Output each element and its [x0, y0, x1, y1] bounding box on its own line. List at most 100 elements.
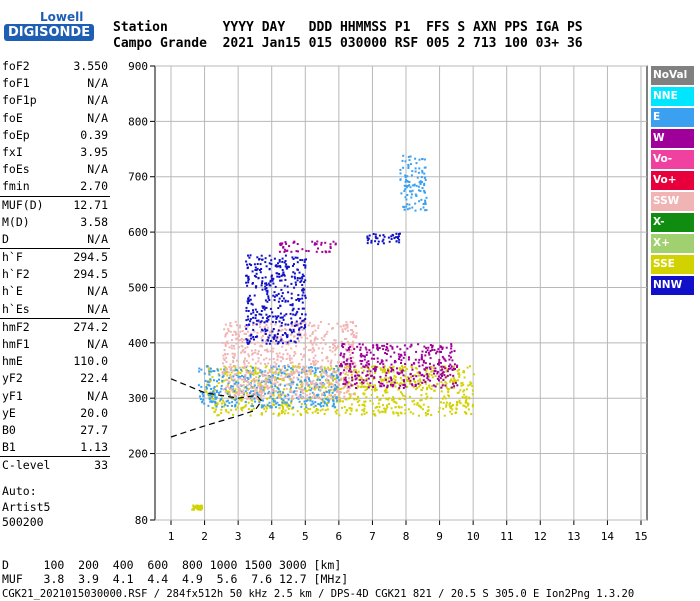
echo-point: [290, 377, 293, 380]
echo-point: [388, 366, 391, 368]
echo-point: [399, 348, 402, 351]
echo-point: [272, 400, 275, 402]
echo-point: [406, 203, 409, 206]
echo-point: [346, 325, 349, 328]
echo-point: [420, 374, 423, 377]
echo-point: [406, 194, 409, 196]
plot-frame: [154, 65, 648, 521]
echo-point: [220, 408, 223, 411]
echo-point: [303, 281, 306, 284]
echo-point: [251, 353, 253, 356]
echo-point: [304, 402, 307, 405]
echo-point: [304, 294, 307, 297]
echo-point: [279, 265, 282, 267]
echo-point: [321, 351, 323, 354]
echo-point: [289, 362, 292, 365]
echo-point: [399, 391, 402, 394]
echo-point: [341, 406, 343, 409]
echo-point: [265, 342, 268, 345]
echo-point: [229, 375, 232, 378]
echo-point: [197, 384, 200, 387]
echo-point: [316, 395, 319, 398]
echo-point: [295, 299, 298, 301]
echo-point: [280, 368, 283, 371]
echo-point: [385, 371, 388, 374]
echo-point: [251, 366, 254, 369]
echo-point: [259, 389, 262, 392]
echo-point: [420, 389, 423, 392]
echo-point: [222, 371, 225, 374]
echo-point: [252, 328, 255, 331]
echo-point: [287, 412, 290, 415]
echo-point: [250, 387, 253, 390]
echo-point: [301, 391, 304, 394]
echo-point: [309, 321, 311, 324]
echo-point: [424, 191, 426, 194]
echo-point: [326, 381, 329, 384]
echo-point: [372, 412, 375, 415]
echo-point: [405, 186, 408, 189]
echo-point: [342, 357, 345, 360]
echo-point: [299, 412, 302, 415]
param-value: 294.5: [73, 267, 108, 282]
echo-point: [217, 414, 220, 417]
echo-point: [445, 401, 448, 404]
echo-point: [365, 411, 368, 414]
echo-point: [230, 378, 233, 381]
echo-point: [318, 379, 321, 381]
echo-point: [240, 344, 243, 347]
echo-point: [385, 407, 388, 410]
y-tick-label: 500: [128, 281, 148, 294]
echo-point: [233, 354, 236, 357]
echo-point: [287, 398, 290, 401]
echo-point: [278, 404, 281, 407]
echo-point: [338, 379, 341, 382]
echo-point: [254, 391, 257, 394]
echo-point: [280, 360, 283, 363]
echo-point: [237, 393, 240, 396]
echo-point: [439, 386, 442, 389]
echo-point: [207, 381, 210, 384]
echo-point: [438, 407, 441, 409]
echo-point: [321, 398, 324, 401]
echo-point: [349, 357, 352, 360]
echo-point: [319, 403, 322, 406]
echo-point: [266, 384, 269, 387]
echo-point: [425, 414, 428, 417]
echo-point: [259, 394, 262, 397]
echo-point: [300, 336, 303, 339]
echo-point: [379, 362, 382, 365]
echo-point: [317, 324, 320, 327]
echo-point: [370, 239, 373, 242]
echo-point: [251, 397, 254, 400]
echo-point: [471, 405, 474, 408]
echo-point: [301, 301, 304, 304]
echo-point: [334, 339, 337, 342]
echo-point: [236, 406, 239, 409]
echo-point: [398, 241, 401, 244]
echo-point: [261, 258, 263, 261]
echo-point: [325, 251, 328, 254]
echo-point: [276, 368, 279, 371]
echo-point: [274, 323, 277, 326]
param-row: yE 20.0: [0, 405, 110, 422]
echo-point: [247, 277, 250, 279]
echo-point: [376, 237, 379, 240]
echo-point: [285, 263, 288, 266]
echo-point: [292, 328, 295, 331]
echo-point: [311, 400, 314, 403]
echo-point: [446, 370, 449, 373]
echo-point: [264, 383, 267, 386]
echo-point: [227, 383, 230, 386]
echo-point: [381, 404, 384, 407]
echo-point: [277, 300, 280, 303]
echo-point: [409, 373, 412, 376]
echo-point: [265, 265, 268, 268]
x-tick-label: 8: [403, 530, 410, 543]
echo-point: [306, 373, 309, 376]
echo-point: [311, 351, 314, 354]
echo-point: [465, 388, 468, 391]
echo-point: [289, 388, 292, 390]
echo-point: [290, 399, 293, 402]
echo-point: [383, 370, 386, 373]
